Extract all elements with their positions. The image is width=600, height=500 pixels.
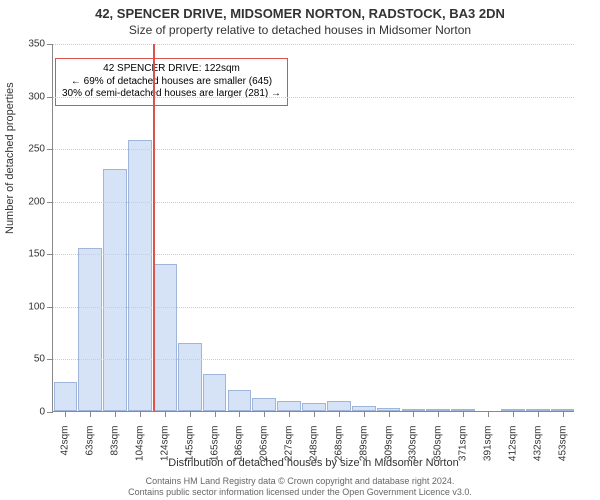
x-tick <box>289 411 290 417</box>
x-tick <box>115 411 116 417</box>
histogram-bar <box>203 374 227 411</box>
annotation-line: 42 SPENCER DRIVE: 122sqm <box>62 63 281 76</box>
histogram-bar <box>78 248 102 411</box>
y-tick-label: 0 <box>15 407 45 418</box>
page-title: 42, SPENCER DRIVE, MIDSOMER NORTON, RADS… <box>0 0 600 21</box>
y-tick-label: 200 <box>15 196 45 207</box>
x-tick <box>463 411 464 417</box>
gridline <box>53 359 574 360</box>
y-tick <box>47 254 53 255</box>
y-tick-label: 350 <box>15 39 45 50</box>
y-tick-label: 150 <box>15 249 45 260</box>
y-tick <box>47 307 53 308</box>
histogram-bar <box>128 140 152 411</box>
gridline <box>53 202 574 203</box>
histogram-bar <box>178 343 202 411</box>
x-tick <box>165 411 166 417</box>
y-tick-label: 100 <box>15 301 45 312</box>
annotation-line: ← 69% of detached houses are smaller (64… <box>62 76 281 89</box>
histogram-bar <box>153 264 177 411</box>
footer: Contains HM Land Registry data © Crown c… <box>0 476 600 498</box>
x-tick <box>513 411 514 417</box>
histogram-bar <box>252 398 276 411</box>
x-tick <box>389 411 390 417</box>
histogram-bar <box>228 390 252 411</box>
page-subtitle: Size of property relative to detached ho… <box>0 21 600 37</box>
histogram-bar <box>103 169 127 411</box>
y-tick-label: 250 <box>15 144 45 155</box>
x-tick <box>488 411 489 417</box>
gridline <box>53 149 574 150</box>
x-tick <box>538 411 539 417</box>
x-tick <box>264 411 265 417</box>
x-tick <box>413 411 414 417</box>
x-tick <box>190 411 191 417</box>
histogram-bar <box>327 401 351 412</box>
gridline <box>53 44 574 45</box>
x-tick <box>215 411 216 417</box>
y-tick <box>47 97 53 98</box>
y-tick-label: 300 <box>15 91 45 102</box>
y-tick <box>47 359 53 360</box>
y-tick <box>47 412 53 413</box>
annotation-box: 42 SPENCER DRIVE: 122sqm← 69% of detache… <box>55 58 288 106</box>
gridline <box>53 254 574 255</box>
y-tick <box>47 44 53 45</box>
footer-line-1: Contains HM Land Registry data © Crown c… <box>0 476 600 487</box>
reference-line <box>153 44 155 411</box>
x-tick <box>314 411 315 417</box>
x-tick <box>90 411 91 417</box>
y-tick <box>47 202 53 203</box>
annotation-line: 30% of semi-detached houses are larger (… <box>62 88 281 101</box>
histogram-bar <box>277 401 301 412</box>
x-tick <box>65 411 66 417</box>
gridline <box>53 307 574 308</box>
y-tick <box>47 149 53 150</box>
y-tick-label: 50 <box>15 354 45 365</box>
histogram-chart: 42 SPENCER DRIVE: 122sqm← 69% of detache… <box>52 44 574 412</box>
x-tick <box>364 411 365 417</box>
x-tick <box>563 411 564 417</box>
y-axis-label: Number of detached properties <box>4 82 16 234</box>
x-tick <box>239 411 240 417</box>
footer-line-2: Contains public sector information licen… <box>0 487 600 498</box>
x-tick <box>438 411 439 417</box>
x-tick <box>140 411 141 417</box>
x-tick <box>339 411 340 417</box>
histogram-bar <box>302 403 326 411</box>
gridline <box>53 97 574 98</box>
histogram-bar <box>54 382 78 411</box>
